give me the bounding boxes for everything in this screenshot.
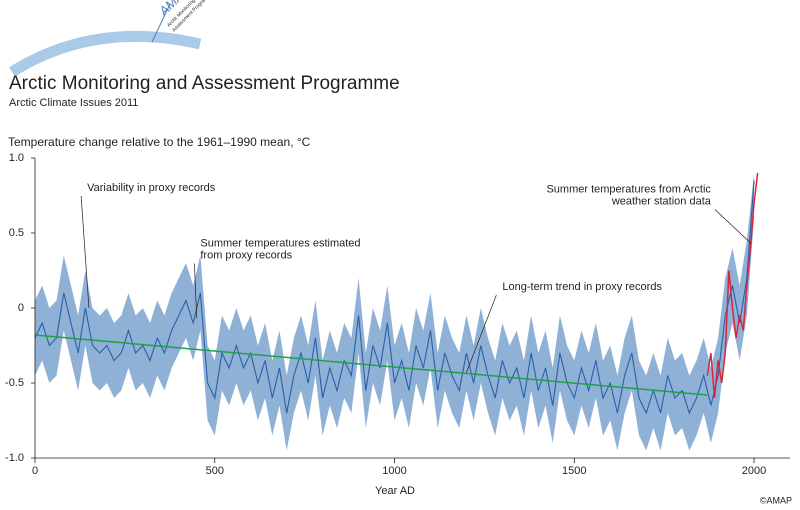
x-axis-label: Year AD: [375, 485, 415, 497]
logo-line: [151, 3, 171, 43]
y-tick-label: 0: [18, 302, 24, 314]
x-tick-label: 0: [32, 465, 38, 477]
y-tick-label: 1.0: [9, 152, 24, 164]
credit: ©AMAP: [760, 495, 792, 505]
annotation-leader: [80, 195, 90, 309]
instrumental-line: [706, 172, 759, 399]
annotation-leader: [194, 263, 198, 319]
y-tick-label: -1.0: [5, 452, 24, 464]
annotation-leader: [466, 294, 497, 373]
annotation: Summer temperatures from Arctic: [546, 183, 711, 195]
trend-line: [34, 334, 708, 396]
annotation: Summer temperatures estimated: [200, 237, 360, 249]
annotation-leader: [714, 209, 752, 244]
header-subtitle: Arctic Climate Issues 2011: [9, 97, 138, 109]
header-arc: [9, 30, 202, 77]
annotation: from proxy records: [200, 249, 292, 261]
annotation: Long-term trend in proxy records: [502, 281, 662, 293]
x-tick-label: 1000: [382, 465, 406, 477]
x-tick-label: 2000: [742, 465, 766, 477]
chart-title: Temperature change relative to the 1961–…: [8, 135, 311, 149]
uncertainty-band: [35, 173, 755, 451]
plot: -1.0 -0.5 0 0.5 1.0 0 500 1000 1500 2000 Variabili…: [5, 152, 790, 477]
x-tick-label: 500: [206, 465, 224, 477]
annotation: weather station data: [611, 195, 712, 207]
y-tick-label: -0.5: [5, 377, 24, 389]
x-tick-label: 1500: [562, 465, 586, 477]
header-title: Arctic Monitoring and Assessment Program…: [9, 73, 400, 94]
y-tick-label: 0.5: [9, 227, 24, 239]
annotation: Variability in proxy records: [87, 182, 216, 194]
